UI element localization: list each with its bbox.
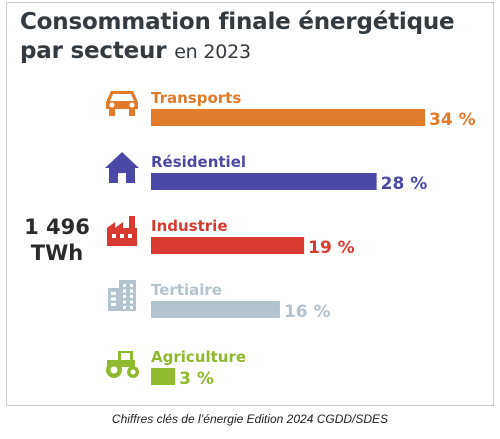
title-year: en 2023 — [174, 41, 251, 63]
office-building-icon — [108, 280, 136, 311]
value-label-transports: 34 % — [429, 110, 476, 130]
bar-industrie — [151, 237, 305, 254]
category-label-residentiel: Résidentiel — [151, 153, 246, 171]
value-label-tertiaire: 16 % — [284, 302, 331, 322]
infographic-card — [6, 2, 494, 406]
house-icon — [105, 152, 139, 183]
factory-icon — [107, 216, 137, 246]
bar-agriculture — [151, 368, 176, 385]
total-value: 1 496 — [24, 215, 90, 239]
total-consumption: 1 496 TWh — [18, 214, 96, 266]
bar-tertiaire — [151, 301, 280, 318]
source-caption: Chiffres clés de l’énergie Edition 2024 … — [111, 412, 389, 426]
tractor-icon — [106, 351, 139, 378]
category-label-agriculture: Agriculture — [151, 348, 246, 366]
value-label-residentiel: 28 % — [381, 174, 428, 194]
bar-transports — [151, 109, 425, 126]
title-line-1: Consommation finale énergétique — [20, 9, 455, 35]
title-line-2: par secteur — [20, 38, 167, 64]
total-unit: TWh — [30, 241, 84, 265]
chart-title: Consommation finale énergétique par sect… — [20, 8, 455, 67]
car-icon — [106, 91, 138, 116]
category-label-tertiaire: Tertiaire — [151, 281, 222, 299]
value-label-industrie: 19 % — [308, 238, 355, 258]
bar-residentiel — [151, 173, 377, 190]
value-label-agriculture: 3 % — [179, 369, 214, 389]
category-label-transports: Transports — [151, 89, 241, 107]
category-label-industrie: Industrie — [151, 217, 228, 235]
